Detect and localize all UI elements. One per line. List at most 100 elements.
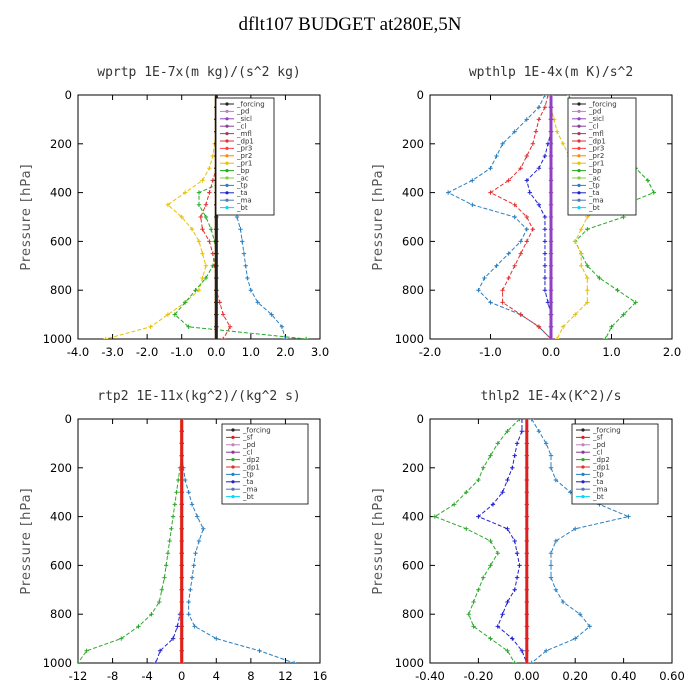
data-point [196,190,202,195]
data-point [505,526,510,531]
data-point [512,202,517,207]
data-point [645,178,650,183]
data-point [488,190,493,195]
data-point [481,575,486,580]
data-point [257,648,262,653]
data-point [198,214,203,220]
y-tick-label: 800 [402,607,424,621]
legend-marker [231,450,235,454]
data-point [633,300,638,305]
data-point [548,190,554,195]
data-point [179,526,184,531]
data-point [500,300,505,305]
data-point [536,324,542,329]
legend-entry: _forcing [242,426,271,434]
data-point [548,275,554,281]
legend-marker [577,117,581,121]
data-point [517,419,522,422]
chart-panel-1: wprtp 1E-7x(m kg)/(s^2 kg) Pressure [hPa]… [19,65,329,359]
data-point [524,178,529,183]
data-point [548,575,554,580]
y-tick-label: 0 [417,88,424,102]
data-point [470,178,475,183]
data-point [548,465,554,470]
data-point [466,612,471,617]
data-point [542,214,548,220]
series-line-dp2 [78,419,183,663]
data-point [529,419,534,422]
data-point [505,648,510,653]
data-point [536,429,542,434]
data-point [471,624,476,629]
data-point [512,263,517,268]
data-point [179,648,184,653]
data-point [165,202,171,207]
data-point [566,95,572,98]
data-point [517,563,522,568]
data-point [189,575,195,580]
data-point [505,477,510,483]
data-point [179,636,184,641]
data-point [542,227,548,232]
y-tick-label: 400 [50,510,72,524]
y-tick-label: 600 [402,558,424,572]
data-point [512,129,517,134]
data-point [505,599,510,605]
data-point [548,288,554,293]
legend-entry: _ma [592,486,608,494]
data-point [494,263,499,268]
legend-marker [225,124,229,128]
data-point [207,166,212,171]
data-point [179,563,184,568]
data-point [524,514,529,519]
data-point [179,214,184,220]
series-line-pr1 [105,95,217,339]
data-point [179,477,184,483]
data-point [524,660,529,663]
legend-marker [231,428,235,432]
data-point [174,490,179,495]
legend-entry: _tp [236,182,248,190]
data-point [157,599,162,605]
legend-entry: _pd [592,441,605,449]
legend-marker [581,465,585,469]
y-tick-label: 400 [402,510,424,524]
legend-marker [581,435,585,439]
data-point [221,312,226,317]
data-point [560,599,566,605]
legend-marker [577,169,581,173]
legend-entry: _bt [592,493,604,501]
data-point [621,312,626,317]
data-point [524,648,529,653]
series-group [103,95,309,339]
data-point [169,526,174,531]
legend-entry: _sf [592,434,603,442]
data-point [214,227,219,232]
legend-marker [577,198,581,202]
data-point [179,514,184,519]
series-group [432,419,631,663]
data-point [597,275,602,281]
legend-marker [225,132,229,136]
legend-entry: _dp2 [592,456,610,464]
legend-entry: _sf [242,434,253,442]
data-point [524,465,529,470]
chart-title: wpthlp 1E-4x(m K)/s^2 [469,65,633,80]
data-point [524,117,529,122]
legend-entry: _cl [236,123,246,131]
data-point [524,419,529,422]
legend-marker [225,198,229,202]
legend-marker [225,176,229,180]
data-point [524,587,529,592]
legend-marker [577,132,581,136]
data-point [179,660,184,663]
data-point [214,263,219,268]
x-tick-label: -1.0 [479,345,501,359]
y-tick-label: 0 [65,88,72,102]
x-tick-label: -0.40 [415,669,445,683]
data-point [536,117,542,122]
chart-title: thlp2 1E-4x(K^2)/s [481,389,622,404]
data-point [170,636,176,641]
x-tick-label: 0 [178,669,185,683]
legend-entry: _ac [588,174,601,182]
